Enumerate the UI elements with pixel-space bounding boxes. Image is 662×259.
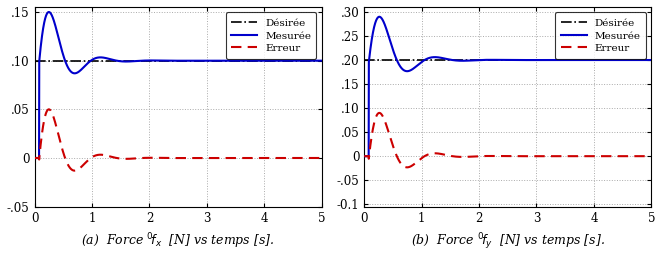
- Mesurée: [410, 67, 418, 70]
- Mesurée: [30, 156, 38, 160]
- Désirée: [30, 59, 38, 62]
- Erreur: [403, 166, 411, 169]
- Mesurée: [141, 59, 149, 62]
- Line: Mesurée: Mesurée: [364, 17, 651, 156]
- Legend: Désirée, Mesurée, Erreur: Désirée, Mesurée, Erreur: [555, 12, 646, 59]
- Line: Mesurée: Mesurée: [34, 12, 322, 158]
- Erreur: [312, 156, 320, 160]
- Mesurée: [45, 10, 53, 13]
- Erreur: [642, 155, 650, 158]
- Mesurée: [312, 59, 320, 62]
- Legend: Désirée, Mesurée, Erreur: Désirée, Mesurée, Erreur: [226, 12, 316, 59]
- Mesurée: [483, 58, 491, 61]
- Mesurée: [471, 59, 479, 62]
- Mesurée: [360, 155, 368, 158]
- Erreur: [64, 162, 71, 165]
- Erreur: [281, 156, 289, 160]
- Erreur: [471, 155, 479, 158]
- Mesurée: [64, 65, 71, 68]
- Erreur: [611, 155, 619, 158]
- Erreur: [71, 169, 79, 172]
- Désirée: [418, 59, 426, 62]
- Erreur: [30, 156, 38, 160]
- X-axis label: (a)  Force ${}^{0}\!f_x$  [N] vs temps [s].: (a) Force ${}^{0}\!f_x$ [N] vs temps [s]…: [81, 232, 275, 251]
- Erreur: [141, 156, 149, 160]
- Erreur: [45, 108, 53, 111]
- Mesurée: [611, 59, 619, 62]
- Désirée: [360, 59, 368, 62]
- Erreur: [647, 155, 655, 158]
- Mesurée: [81, 65, 89, 68]
- Line: Erreur: Erreur: [364, 113, 651, 167]
- Erreur: [393, 155, 401, 158]
- Mesurée: [318, 59, 326, 62]
- Erreur: [360, 155, 368, 158]
- Erreur: [410, 163, 418, 166]
- Erreur: [81, 162, 89, 165]
- X-axis label: (b)  Force ${}^{0}\!f_y$  [N] vs temps [s].: (b) Force ${}^{0}\!f_y$ [N] vs temps [s]…: [410, 232, 604, 252]
- Mesurée: [641, 59, 649, 62]
- Mesurée: [153, 59, 161, 62]
- Mesurée: [647, 59, 655, 62]
- Mesurée: [393, 59, 401, 62]
- Erreur: [318, 156, 326, 160]
- Erreur: [375, 111, 383, 114]
- Erreur: [154, 156, 162, 159]
- Mesurée: [375, 15, 383, 18]
- Désirée: [88, 59, 96, 62]
- Mesurée: [281, 59, 289, 62]
- Erreur: [483, 154, 491, 157]
- Line: Erreur: Erreur: [34, 109, 322, 171]
